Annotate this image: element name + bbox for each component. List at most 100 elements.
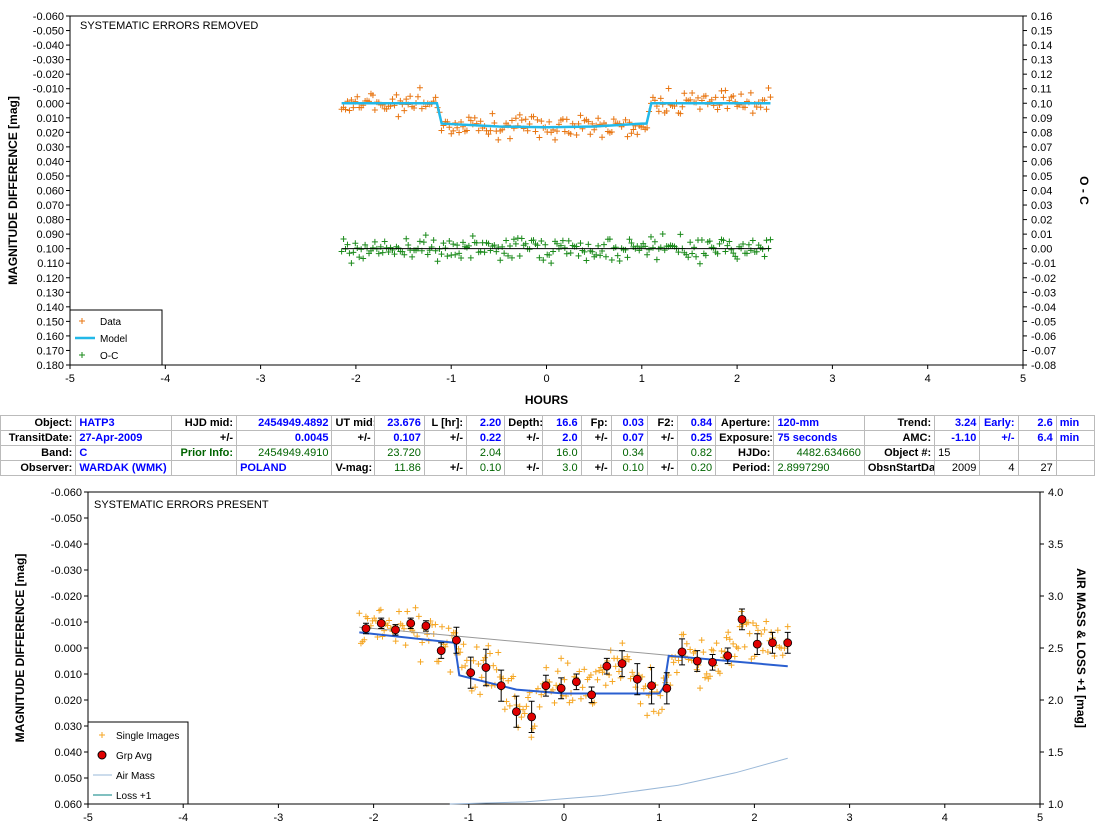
- data-point: [708, 96, 715, 103]
- single-image-point: [558, 655, 565, 662]
- oc-point: [422, 232, 429, 239]
- data-point: [467, 117, 474, 124]
- oc-point: [381, 238, 388, 245]
- y-tick-label: -0.010: [33, 84, 64, 96]
- x-tick-label: -2: [369, 812, 379, 824]
- single-image-point: [698, 637, 705, 644]
- info-value: [1055, 460, 1096, 476]
- info-value: 2.6: [1017, 415, 1057, 431]
- x-axis-label: HOURS: [525, 393, 568, 407]
- info-value: 0.34: [610, 445, 648, 461]
- oc-point: [507, 242, 514, 249]
- oc-point: [360, 255, 367, 262]
- data-point: [722, 87, 729, 94]
- y-tick-label: 0.010: [36, 113, 64, 125]
- single-image-point: [673, 669, 680, 676]
- legend: Data Model O-C: [69, 309, 163, 366]
- single-image-point: [609, 678, 616, 685]
- info-value: 15: [934, 445, 981, 461]
- oc-point: [512, 240, 519, 247]
- info-label: [170, 460, 238, 476]
- single-image-point: [579, 684, 586, 691]
- single-image-point: [779, 652, 786, 659]
- data-point: [454, 124, 461, 131]
- oc-point: [516, 253, 523, 260]
- legend-box: [87, 721, 189, 805]
- oc-point: [352, 240, 359, 247]
- single-image-point: [746, 630, 753, 637]
- info-label: +/-: [979, 430, 1019, 446]
- single-image-point: [741, 643, 748, 650]
- y-tick-label: 0.000: [36, 98, 64, 110]
- legend-loss-label: Loss +1: [116, 791, 152, 802]
- y-tick-label: -0.060: [33, 11, 64, 23]
- info-label: HJDo:: [715, 445, 775, 461]
- data-point: [689, 90, 696, 97]
- info-value: 120-mm: [773, 415, 865, 431]
- single-image-point: [735, 645, 742, 652]
- data-point: [371, 107, 378, 114]
- x-tick-label: -1: [446, 373, 456, 385]
- data-point: [463, 127, 470, 134]
- grp-avg-point: [466, 668, 476, 678]
- single-image-point: [463, 657, 470, 664]
- info-value: 0.107: [373, 430, 425, 446]
- oc-point: [467, 254, 474, 261]
- single-image-point: [468, 687, 475, 694]
- data-point: [591, 126, 598, 133]
- oc-point: [722, 248, 729, 255]
- bottom-chart: SYSTEMATIC ERRORS PRESENT -0.060 -0.050 -0.…: [13, 487, 1088, 824]
- oc-point: [659, 230, 666, 237]
- oc-point: [473, 239, 480, 246]
- info-label: F2:: [646, 415, 679, 431]
- oc-point: [456, 250, 463, 257]
- oc-point: [358, 246, 365, 253]
- single-image-point: [784, 623, 791, 630]
- info-label: Object:: [0, 415, 77, 431]
- single-image-point: [569, 697, 576, 704]
- y-tick-label: 0.050: [36, 171, 64, 183]
- oc-point: [346, 250, 353, 257]
- x-tick-label: 2: [751, 812, 757, 824]
- legend-data-label: Data: [100, 317, 122, 328]
- y-tick-label: 0.100: [36, 244, 64, 256]
- oc-point: [534, 242, 541, 249]
- y-tick-label: 0.010: [54, 669, 82, 681]
- info-value: HATP3: [75, 415, 172, 431]
- y2-tick-label: 0.10: [1031, 98, 1052, 110]
- info-value: 0.03: [610, 415, 648, 431]
- single-image-point: [687, 646, 694, 653]
- data-point: [724, 105, 731, 112]
- single-image-point: [576, 668, 583, 675]
- y2-tick-label: 0.06: [1031, 156, 1052, 168]
- data-point: [677, 110, 684, 117]
- y-tick-label: 0.030: [36, 142, 64, 154]
- x-tick-label: 3: [847, 812, 853, 824]
- oc-point: [405, 242, 412, 249]
- y-tick-label: 0.040: [36, 156, 64, 168]
- y-tick-label: 0.030: [54, 721, 82, 733]
- single-image-point: [554, 668, 561, 675]
- single-image-point: [731, 653, 738, 660]
- y-tick-label: 0.050: [54, 773, 82, 785]
- oc-point: [530, 237, 537, 244]
- single-image-point: [501, 706, 508, 713]
- data-point: [552, 136, 559, 143]
- data-point: [538, 118, 545, 125]
- info-label: ObsnStartDate:: [863, 460, 936, 476]
- info-row: Object: HATP3 HJD mid: 2454949.4892 UT mid: 2…: [0, 415, 1096, 431]
- oc-point: [379, 249, 386, 256]
- oc-point: [616, 257, 623, 264]
- oc-point: [420, 239, 427, 246]
- grp-avg-point: [571, 677, 581, 687]
- info-label: Band:: [0, 445, 77, 461]
- info-label: +/-: [580, 460, 612, 476]
- oc-point: [691, 244, 698, 251]
- info-value: 3.0: [542, 460, 582, 476]
- oc-point: [763, 237, 770, 244]
- oc-point: [503, 237, 510, 244]
- y2-tick-label: 0.12: [1031, 69, 1052, 81]
- oc-point: [369, 244, 376, 251]
- y2-axis-label: O - C: [1077, 176, 1091, 205]
- single-image-point: [616, 668, 623, 675]
